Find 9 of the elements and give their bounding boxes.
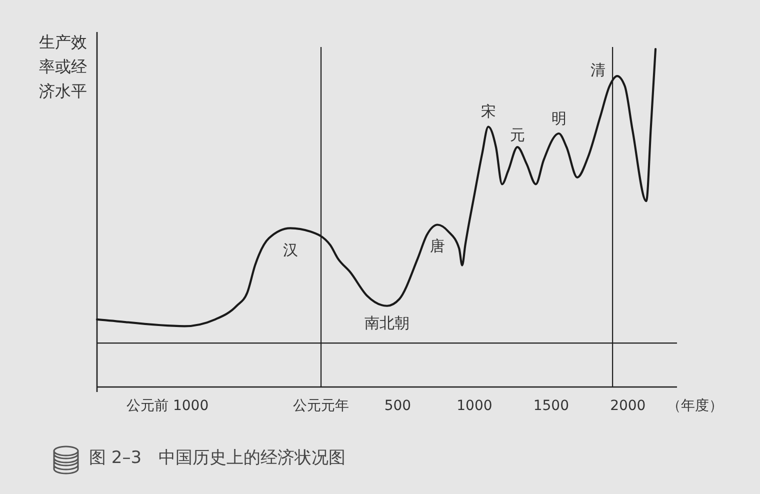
- annotation: 唐: [430, 236, 446, 255]
- annotation: 元: [510, 126, 525, 144]
- annotation: 清: [590, 61, 606, 80]
- annotation: 汉: [282, 241, 298, 260]
- annotation: 南北朝: [364, 314, 410, 332]
- annotation: 明: [551, 110, 566, 128]
- annotation: 宋: [480, 102, 496, 121]
- x-axis-title: （年度）: [667, 398, 723, 414]
- y-axis-title: 生产效率或经济水平: [39, 32, 87, 100]
